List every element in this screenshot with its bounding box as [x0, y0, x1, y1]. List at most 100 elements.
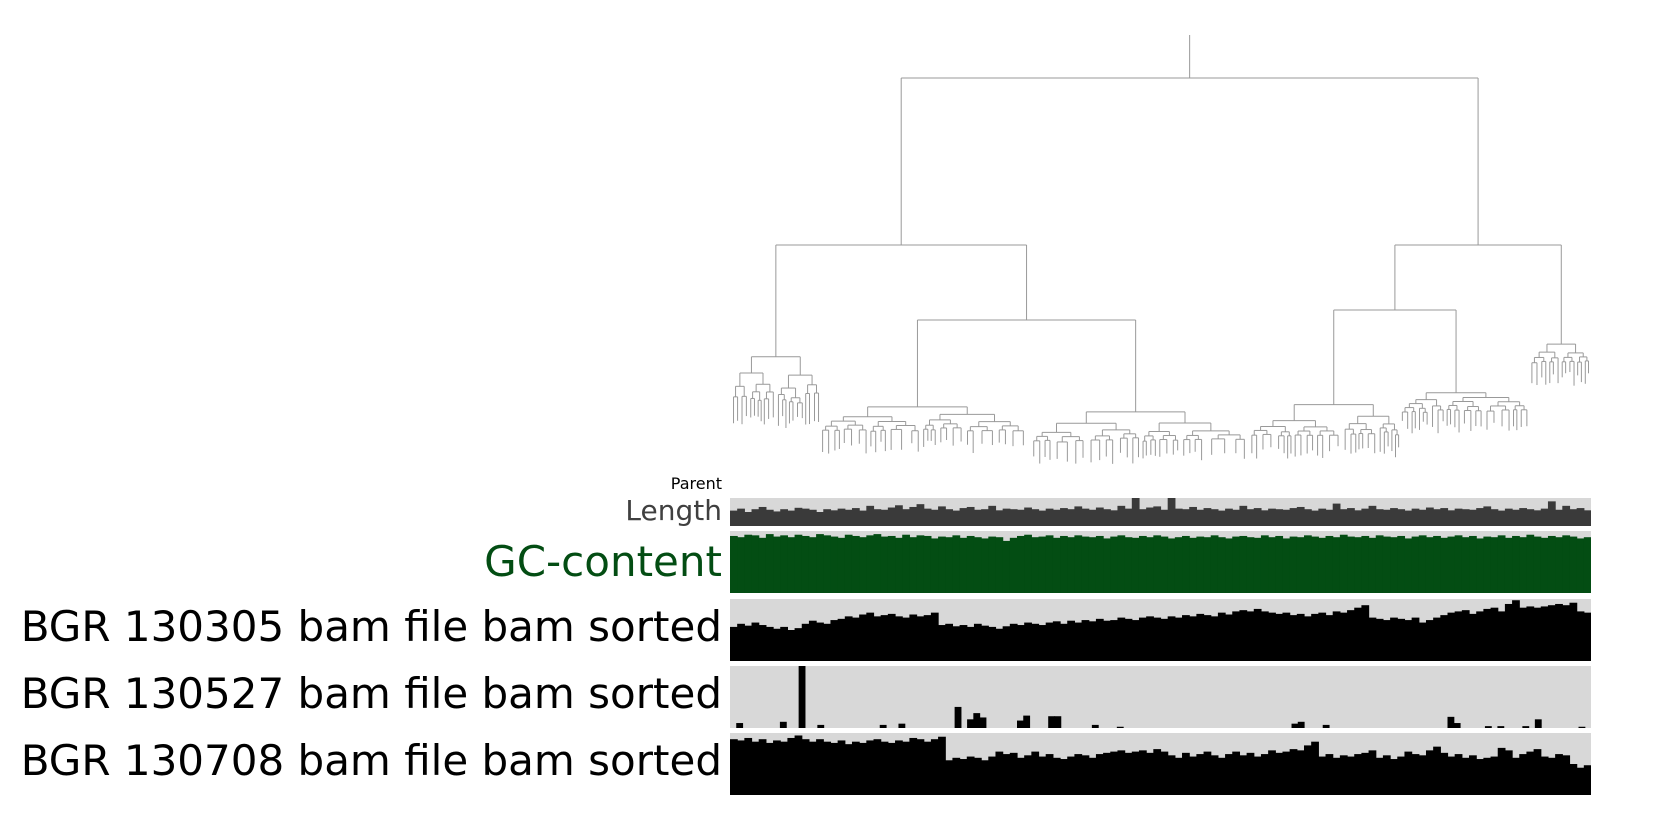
- data-bar: [1562, 755, 1571, 795]
- data-bar: [794, 507, 803, 526]
- length-label: Length: [625, 494, 722, 527]
- data-bar: [1418, 622, 1427, 661]
- data-bar: [1361, 535, 1370, 593]
- data-bar: [817, 724, 825, 728]
- data-bar: [851, 508, 860, 526]
- data-bar: [1304, 616, 1312, 661]
- data-bar: [1217, 510, 1226, 526]
- data-bar: [1196, 754, 1205, 795]
- data-bar: [1418, 535, 1427, 593]
- data-bar: [1476, 538, 1484, 593]
- data-bar: [1024, 755, 1032, 795]
- data-bar: [1024, 507, 1032, 526]
- data-bar: [916, 504, 925, 526]
- data-bar: [1512, 535, 1520, 593]
- data-bar: [1361, 752, 1370, 795]
- data-bar: [1217, 537, 1226, 593]
- data-bar: [1433, 617, 1441, 661]
- data-bar: [1339, 612, 1348, 661]
- data-bar: [1347, 756, 1355, 795]
- data-bar: [1153, 749, 1162, 795]
- data-bar: [995, 537, 1004, 593]
- data-bar: [765, 742, 774, 795]
- data-bar: [1339, 534, 1348, 593]
- data-bar: [995, 628, 1004, 661]
- data-bar: [973, 509, 982, 526]
- data-bar: [808, 509, 817, 526]
- data-bar: [1088, 757, 1097, 795]
- data-bar: [902, 509, 910, 526]
- data-bar: [844, 744, 853, 795]
- data-bar: [1146, 752, 1154, 795]
- data-bar: [1246, 611, 1255, 661]
- data-bar: [1375, 757, 1384, 795]
- data-bar: [1009, 623, 1018, 661]
- data-bar: [1555, 603, 1563, 661]
- data-bar: [1253, 537, 1262, 593]
- data-bar: [1447, 510, 1456, 526]
- data-bar: [1576, 508, 1585, 526]
- data-bar: [902, 534, 910, 593]
- sample-1-track: [730, 599, 1591, 661]
- data-bar: [1296, 613, 1305, 661]
- data-bar: [1512, 600, 1520, 661]
- data-bar: [1160, 536, 1169, 593]
- data-bar: [1052, 537, 1061, 593]
- data-bar: [979, 717, 987, 728]
- data-bar: [816, 512, 824, 526]
- data-bar: [1268, 612, 1276, 661]
- data-bar: [1203, 508, 1212, 526]
- data-bar: [1332, 757, 1341, 795]
- data-bar: [1583, 765, 1591, 795]
- data-bar: [1160, 618, 1169, 661]
- data-bar: [1447, 536, 1456, 593]
- data-bar: [909, 506, 918, 526]
- data-bar: [1490, 509, 1499, 526]
- data-bar: [887, 613, 896, 661]
- data-bar: [1447, 612, 1456, 661]
- data-bar: [1325, 754, 1334, 795]
- data-bar: [1404, 510, 1413, 526]
- data-bar: [1354, 607, 1362, 661]
- data-bar: [837, 537, 846, 593]
- data-bar: [1260, 510, 1269, 526]
- data-bar: [959, 537, 968, 593]
- data-bar: [794, 628, 803, 661]
- sample-1-label: BGR 130305 bam file bam sorted: [20, 602, 722, 651]
- data-bar: [1091, 724, 1099, 728]
- data-bar: [945, 623, 954, 661]
- data-bar: [837, 508, 846, 526]
- data-bar: [1404, 538, 1413, 593]
- data-bar: [1268, 508, 1276, 526]
- data-bar: [1088, 509, 1097, 526]
- data-bar: [1569, 602, 1578, 661]
- data-bar: [923, 508, 932, 526]
- data-bar: [1131, 537, 1140, 593]
- data-bar: [952, 510, 961, 526]
- data-bar: [1382, 509, 1391, 526]
- data-bar: [773, 511, 781, 526]
- data-bar: [736, 723, 744, 728]
- data-bar: [1504, 603, 1513, 661]
- data-bar: [895, 740, 903, 795]
- data-bar: [1103, 620, 1111, 661]
- data-bar: [1239, 755, 1248, 795]
- data-bar: [1138, 750, 1147, 795]
- length-track: [730, 498, 1591, 526]
- data-bar: [1017, 720, 1024, 728]
- data-bar: [1182, 535, 1190, 593]
- data-bar: [1060, 623, 1068, 661]
- data-bar: [1138, 509, 1147, 526]
- data-bar: [744, 534, 753, 593]
- data-bar: [1124, 752, 1133, 795]
- data-bar: [988, 505, 997, 526]
- data-bar: [938, 536, 946, 593]
- data-bar: [1217, 757, 1226, 795]
- data-bar: [1282, 509, 1291, 526]
- data-bar: [866, 505, 875, 526]
- data-bar: [780, 535, 788, 593]
- data-bar: [1232, 751, 1241, 795]
- data-bar: [1433, 535, 1441, 593]
- data-bar: [1526, 534, 1535, 593]
- data-bar: [1117, 617, 1126, 661]
